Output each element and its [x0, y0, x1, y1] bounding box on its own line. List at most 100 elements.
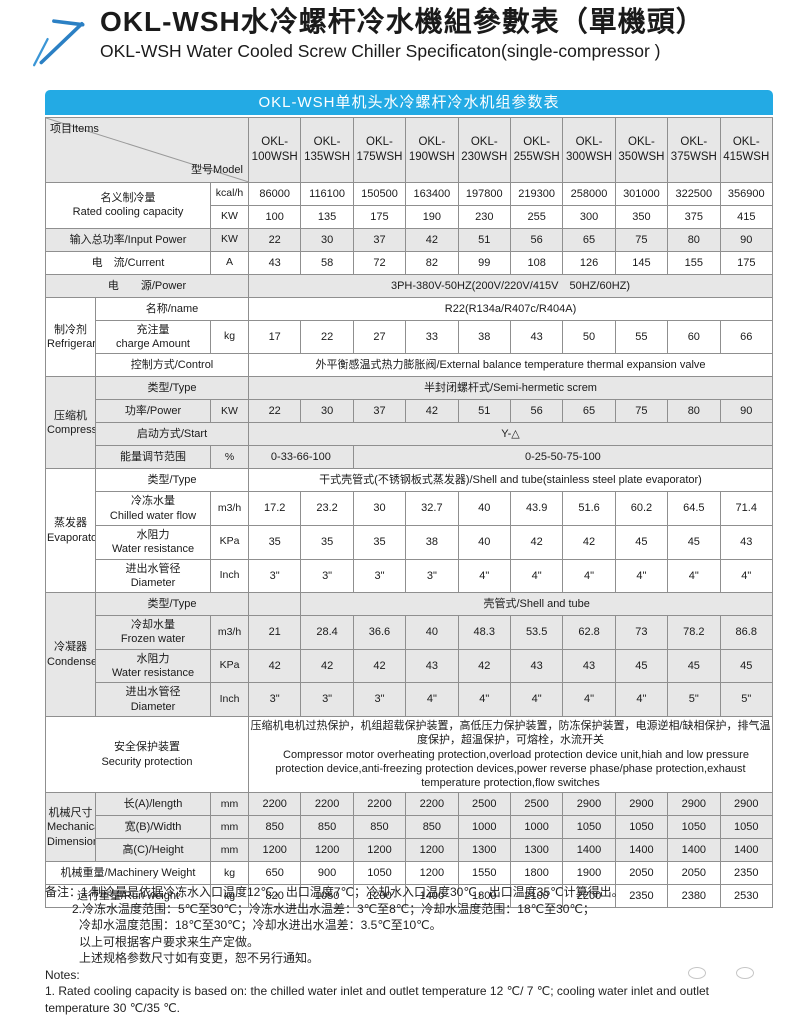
table-row: KW 100 135 175 190 230 255 300 350 375 415 [46, 204, 774, 229]
group-cell: 压缩机 Compressor [45, 376, 96, 470]
table-row: 冷冻水量 Chilled water flow m3/h 17.2 23.2 30 32.… [46, 491, 774, 526]
value-cell: 301000 [614, 181, 669, 206]
model-header-row: 项目Items 型号Model OKL- 100WSH OKL- 135WSH OK… [45, 117, 774, 183]
page-title-en: OKL-WSH Water Cooled Screw Chiller Speci… [100, 41, 661, 61]
table-row: 机械重量/Machinery Weight kg 650 900 1050 1200 155… [45, 861, 774, 886]
value-cell: 60 [667, 319, 721, 355]
value-cell: 4" [509, 682, 564, 717]
value-cell: 80 [667, 227, 721, 252]
value-cell: 255 [509, 204, 564, 229]
value-cell: 2530 [719, 884, 774, 909]
value-cell: 3" [352, 558, 407, 594]
note-line: 1. Rated cooling capacity is based on: t… [45, 984, 710, 1015]
model-header-cell: OKL- 415WSH [719, 117, 774, 183]
table-row: 名义制冷量 Rated cooling capacity kcal/h 86000 1… [45, 181, 774, 229]
table-row: 进出水管径 Diameter Inch 3" 3" 3" 3" 4" 4" 4" 4" 4" 4" [46, 558, 774, 594]
value-cell: 2100 [509, 884, 564, 909]
model-header-cell: OKL- 190WSH [405, 117, 459, 183]
value-cell: 163400 [405, 181, 459, 206]
value-cell: 155 [667, 250, 721, 275]
span-cell: 干式壳管式(不锈钢板式蒸发器)/Shell and tube(stainless… [248, 468, 773, 493]
span-cell: 半封闭螺杆式/Semi-hermetic screm [248, 376, 773, 401]
value-cell: 75 [614, 399, 669, 424]
value-cell: 78.2 [667, 615, 721, 650]
label-cell: 高(C)/Height [95, 838, 211, 863]
table-row: 功率/Power KW 22 30 37 42 51 56 65 75 80 90 [46, 399, 774, 424]
value-cell: 62.8 [562, 615, 616, 650]
value-cell: 36.6 [352, 615, 407, 650]
value-cell: 40 [405, 615, 459, 650]
value-cell: 43 [509, 319, 564, 355]
value-cell: 2500 [509, 792, 564, 817]
value-cell: 30 [300, 399, 354, 424]
label-cell: 进出水管径 Diameter [95, 558, 211, 594]
table-row: 电 流/Current A 43 58 72 82 99 108 126 145 155 175 [45, 250, 774, 275]
value-cell: 4" [457, 558, 511, 594]
value-cell: 3" [247, 558, 302, 594]
table-row: 充注量 charge Amount kg 17 22 27 33 38 43 50 55 60 66 [46, 319, 774, 355]
model-header-cell: OKL- 175WSH [352, 117, 407, 183]
value-cell: 55 [614, 319, 669, 355]
value-cell: 1300 [509, 838, 564, 863]
value-cell: 1800 [509, 861, 564, 886]
value-cell: 50 [562, 319, 616, 355]
value-cell: 415 [719, 204, 774, 229]
model-header-cell: OKL- 100WSH [247, 117, 302, 183]
value-cell: 1300 [457, 838, 511, 863]
value-cell: 1050 [667, 815, 721, 840]
table-banner: OKL-WSH单机头水冷螺杆冷水机组参数表 [45, 90, 773, 115]
value-cell: 90 [719, 399, 774, 424]
value-cell: 45 [614, 648, 669, 684]
value-cell: 86000 [247, 181, 302, 206]
value-cell: 1200 [405, 838, 459, 863]
span-cell: 0-33-66-100 [248, 445, 354, 470]
value-cell: 42 [509, 524, 564, 560]
title-block: OKL-WSH水冷螺杆冷水機組參數表（單機頭） OKL-WSH Water Co… [100, 5, 760, 62]
label-cell: 冷冻水量 Chilled water flow [95, 491, 211, 526]
value-cell: 2380 [667, 884, 721, 909]
spanleft-cell: 压缩机电机过热保护，机组超载保护装置，高低压力保护装置，防冻保护装置，电源逆相/… [248, 715, 773, 794]
note-line: 冷却水温度范围：18℃至30℃；冷却水进出水温差：3.5℃至10℃。 [79, 918, 442, 932]
value-cell: 43 [509, 648, 564, 684]
value-cell: 56 [509, 227, 564, 252]
value-cell: 42 [247, 648, 302, 684]
value-cell: 3" [300, 682, 354, 717]
value-cell: 300 [562, 204, 616, 229]
value-cell: 1900 [562, 861, 616, 886]
label-cell: 输入总功率/Input Power [45, 227, 211, 252]
label-cell: 安全保护装置 Security protection [45, 715, 249, 794]
value-cell: 1000 [509, 815, 564, 840]
value-cell: 1400 [719, 838, 774, 863]
value-cell: 3" [247, 682, 302, 717]
table-row: 制冷剂 Refrigerant名称/nameR22(R134a/R407c/R4… [45, 296, 773, 378]
value-cell: 22 [247, 399, 302, 424]
value-cell: 40 [457, 491, 511, 526]
value-cell: 43.9 [509, 491, 564, 526]
label-cell: 冷却水量 Frozen water [95, 615, 211, 650]
value-cell: 82 [405, 250, 459, 275]
value-cell: 3" [405, 558, 459, 594]
unit-cell: KPa [210, 524, 249, 560]
value-cell: 2900 [614, 792, 669, 817]
unit-cell: kcal/h [210, 181, 249, 206]
label-cell: 长(A)/length [95, 792, 211, 817]
value-cell: 2200 [352, 792, 407, 817]
value-cell: 4" [457, 682, 511, 717]
value-cell: 40 [457, 524, 511, 560]
notes-block: 备注：1.制冷量是依据冷冻水入口温度12℃，出口温度7℃；冷却水入口温度30℃，… [45, 884, 765, 1016]
unit-cell: m3/h [210, 491, 249, 526]
value-cell: 116100 [300, 181, 354, 206]
value-cell: 1050 [300, 884, 354, 909]
unit-cell: Inch [210, 558, 249, 594]
value-cell: 38 [405, 524, 459, 560]
value-cell: 4" [719, 558, 774, 594]
label-cell: 运行重量/Run weight [45, 884, 211, 909]
value-cell: 4" [562, 682, 616, 717]
value-cell: 4" [614, 558, 669, 594]
table-row: 宽(B)/Width mm 850 850 850 850 1000 1000 1050 1050… [46, 815, 774, 840]
table-row: 水阻力 Water resistance KPa 35 35 35 38 40 42 42 45 4… [46, 524, 774, 560]
value-cell: 42 [457, 648, 511, 684]
value-cell: 65 [562, 227, 616, 252]
value-cell: 1400 [667, 838, 721, 863]
value-cell: 2200 [562, 884, 616, 909]
